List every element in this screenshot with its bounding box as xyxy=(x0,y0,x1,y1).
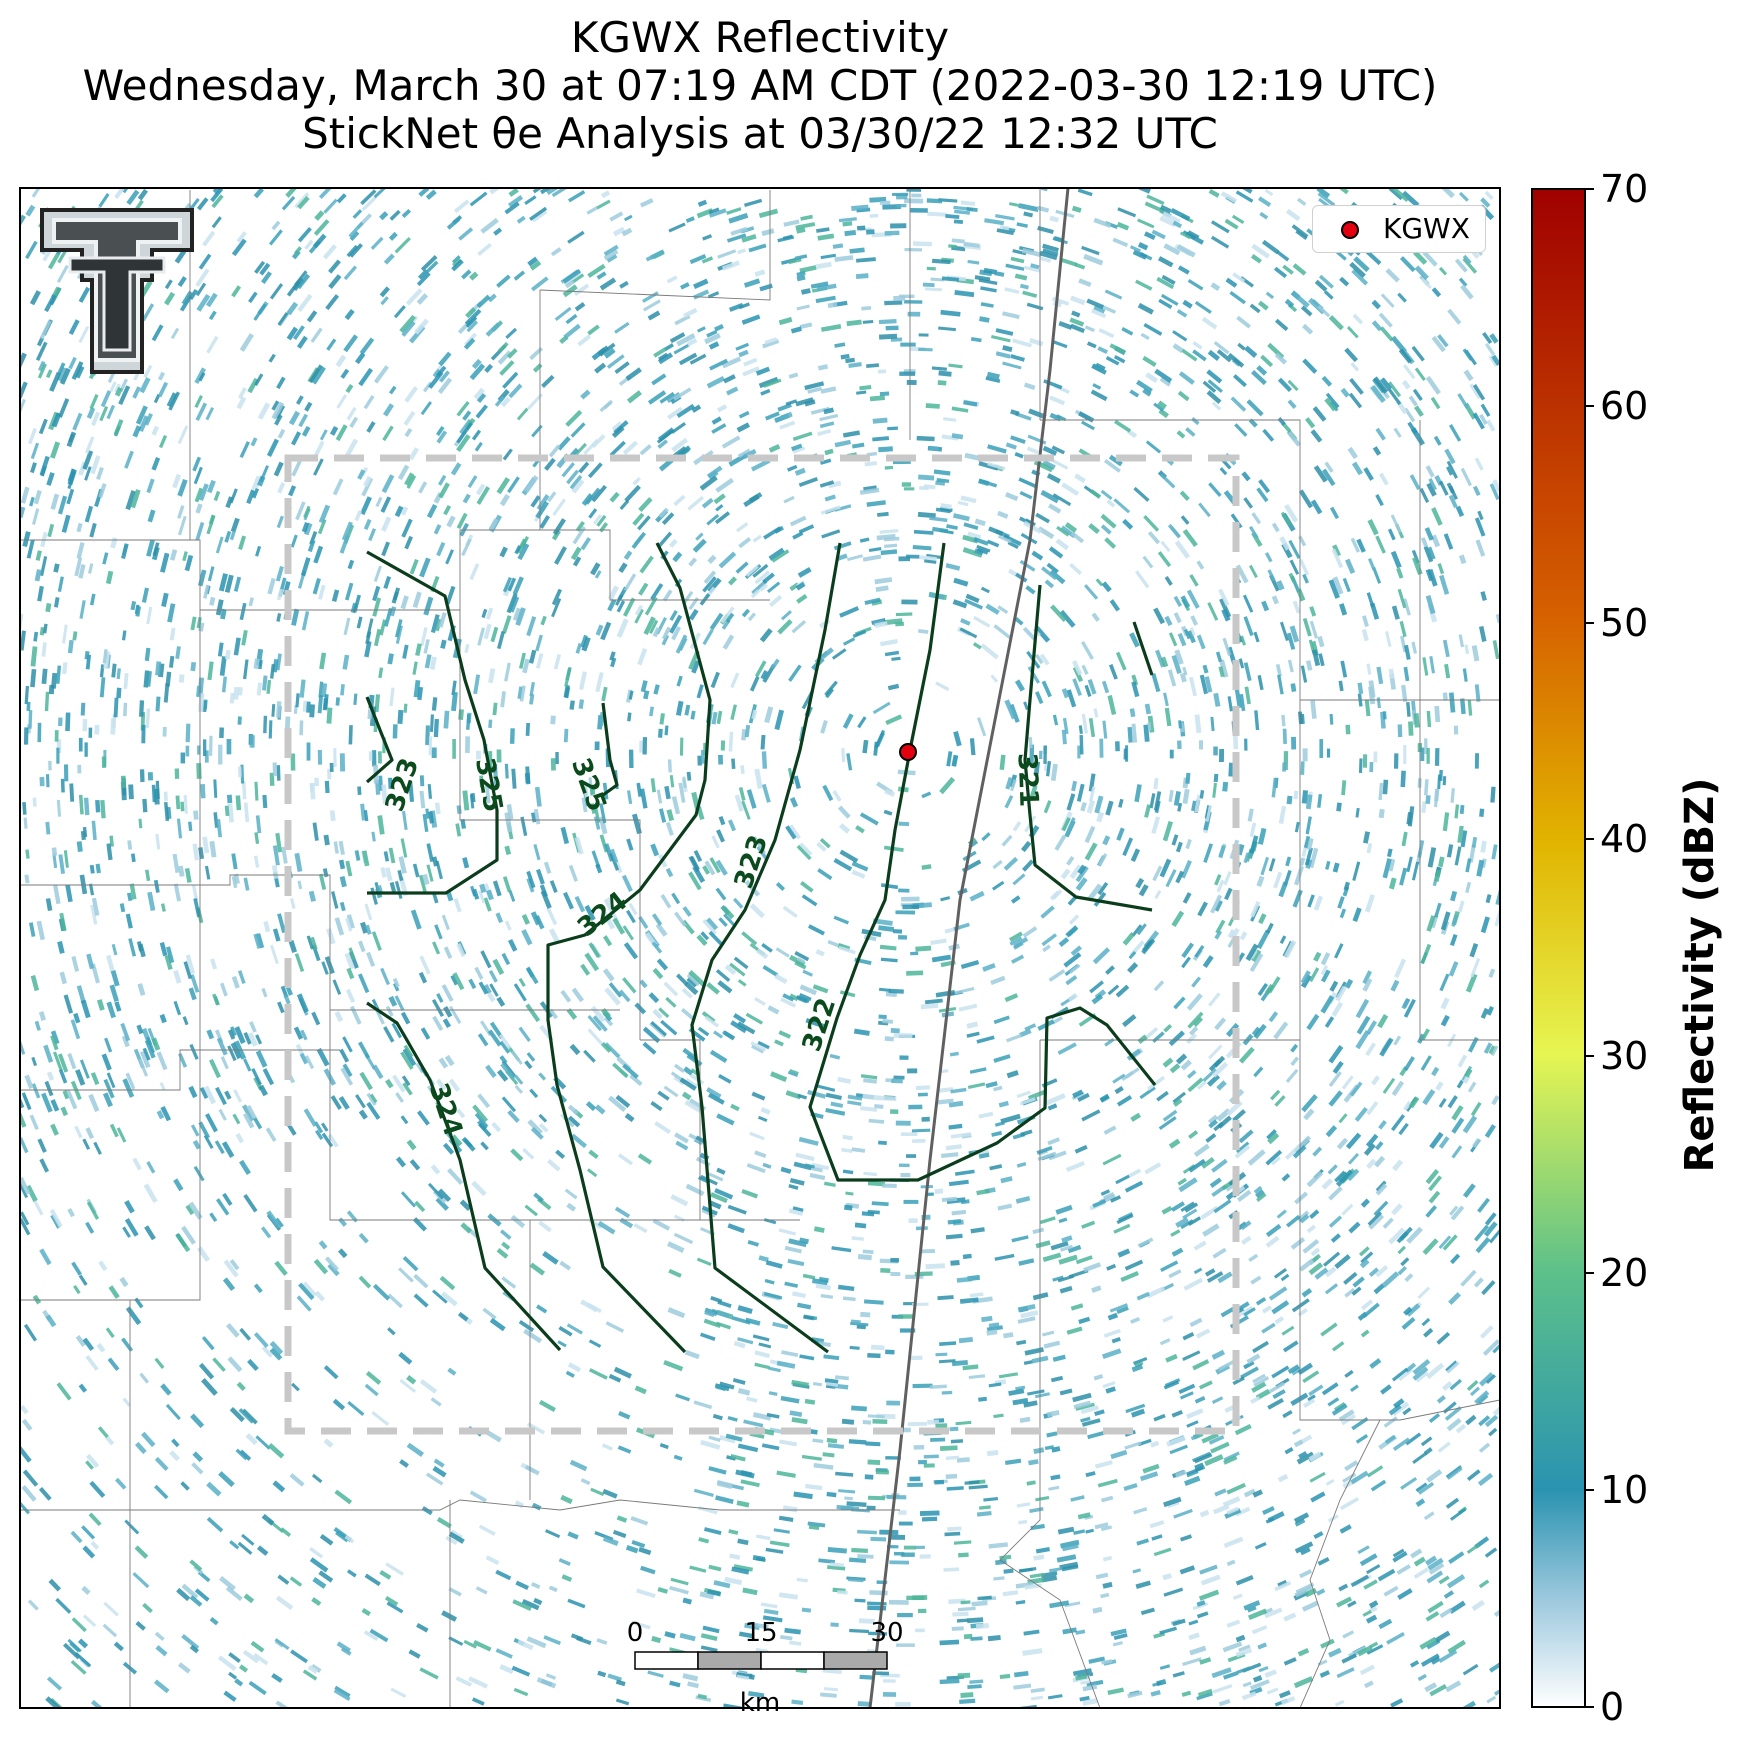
radar-site-marker xyxy=(899,743,917,761)
colorbar-tick-70: 70 xyxy=(1600,167,1649,211)
scale-label-30: 30 xyxy=(870,1618,904,1648)
ttu-double-t-logo xyxy=(40,208,194,374)
colorbar-ticks xyxy=(1585,188,1594,1708)
scale-seg-2 xyxy=(697,1651,762,1670)
colorbar-tick-30: 30 xyxy=(1600,1034,1649,1078)
contour-323-west xyxy=(365,696,394,784)
chart-subtitle-analysis: StickNet θe Analysis at 03/30/22 12:32 U… xyxy=(302,109,1218,158)
scale-label-15: 15 xyxy=(744,1618,778,1648)
colorbar-tick-20: 20 xyxy=(1600,1251,1649,1295)
scale-unit: km xyxy=(739,1688,781,1718)
contour-321 xyxy=(1023,584,1153,912)
highway-line xyxy=(868,188,1070,1708)
chart-subtitle-time: Wednesday, March 30 at 07:19 AM CDT (202… xyxy=(82,61,1438,110)
scale-label-0: 0 xyxy=(626,1618,644,1648)
colorbar-tick-50: 50 xyxy=(1600,601,1649,645)
contour-325-loop xyxy=(601,702,619,797)
scale-bar xyxy=(634,1651,888,1670)
map-frame xyxy=(19,187,1501,1709)
scale-seg-1 xyxy=(634,1651,699,1670)
contour-324 xyxy=(546,542,712,1354)
chart-title: KGWX Reflectivity xyxy=(570,13,950,62)
colorbar-tick-10: 10 xyxy=(1600,1468,1649,1512)
legend: KGWX xyxy=(1312,205,1486,253)
colorbar-label: Reflectivity (dBZ) xyxy=(1677,777,1723,1173)
contour-323 xyxy=(690,542,842,1354)
legend-marker-icon xyxy=(1341,221,1359,239)
contour-322 xyxy=(808,542,1157,1182)
analysis-domain-box xyxy=(284,454,1240,1435)
theta-e-contours xyxy=(365,542,1157,1354)
colorbar-tick-60: 60 xyxy=(1600,384,1649,428)
colorbar-tick-0: 0 xyxy=(1600,1685,1625,1729)
scale-seg-3 xyxy=(760,1651,825,1670)
contour-east-fragment xyxy=(1132,621,1154,676)
colorbar xyxy=(1531,188,1586,1708)
map-panel xyxy=(20,188,1500,1708)
scale-seg-4 xyxy=(823,1651,888,1670)
contour-label-321: 321 xyxy=(1012,752,1044,807)
colorbar-tick-40: 40 xyxy=(1600,817,1649,861)
contour-325-north xyxy=(366,550,499,895)
legend-label: KGWX xyxy=(1383,212,1470,245)
contour-325-south xyxy=(366,1001,562,1352)
